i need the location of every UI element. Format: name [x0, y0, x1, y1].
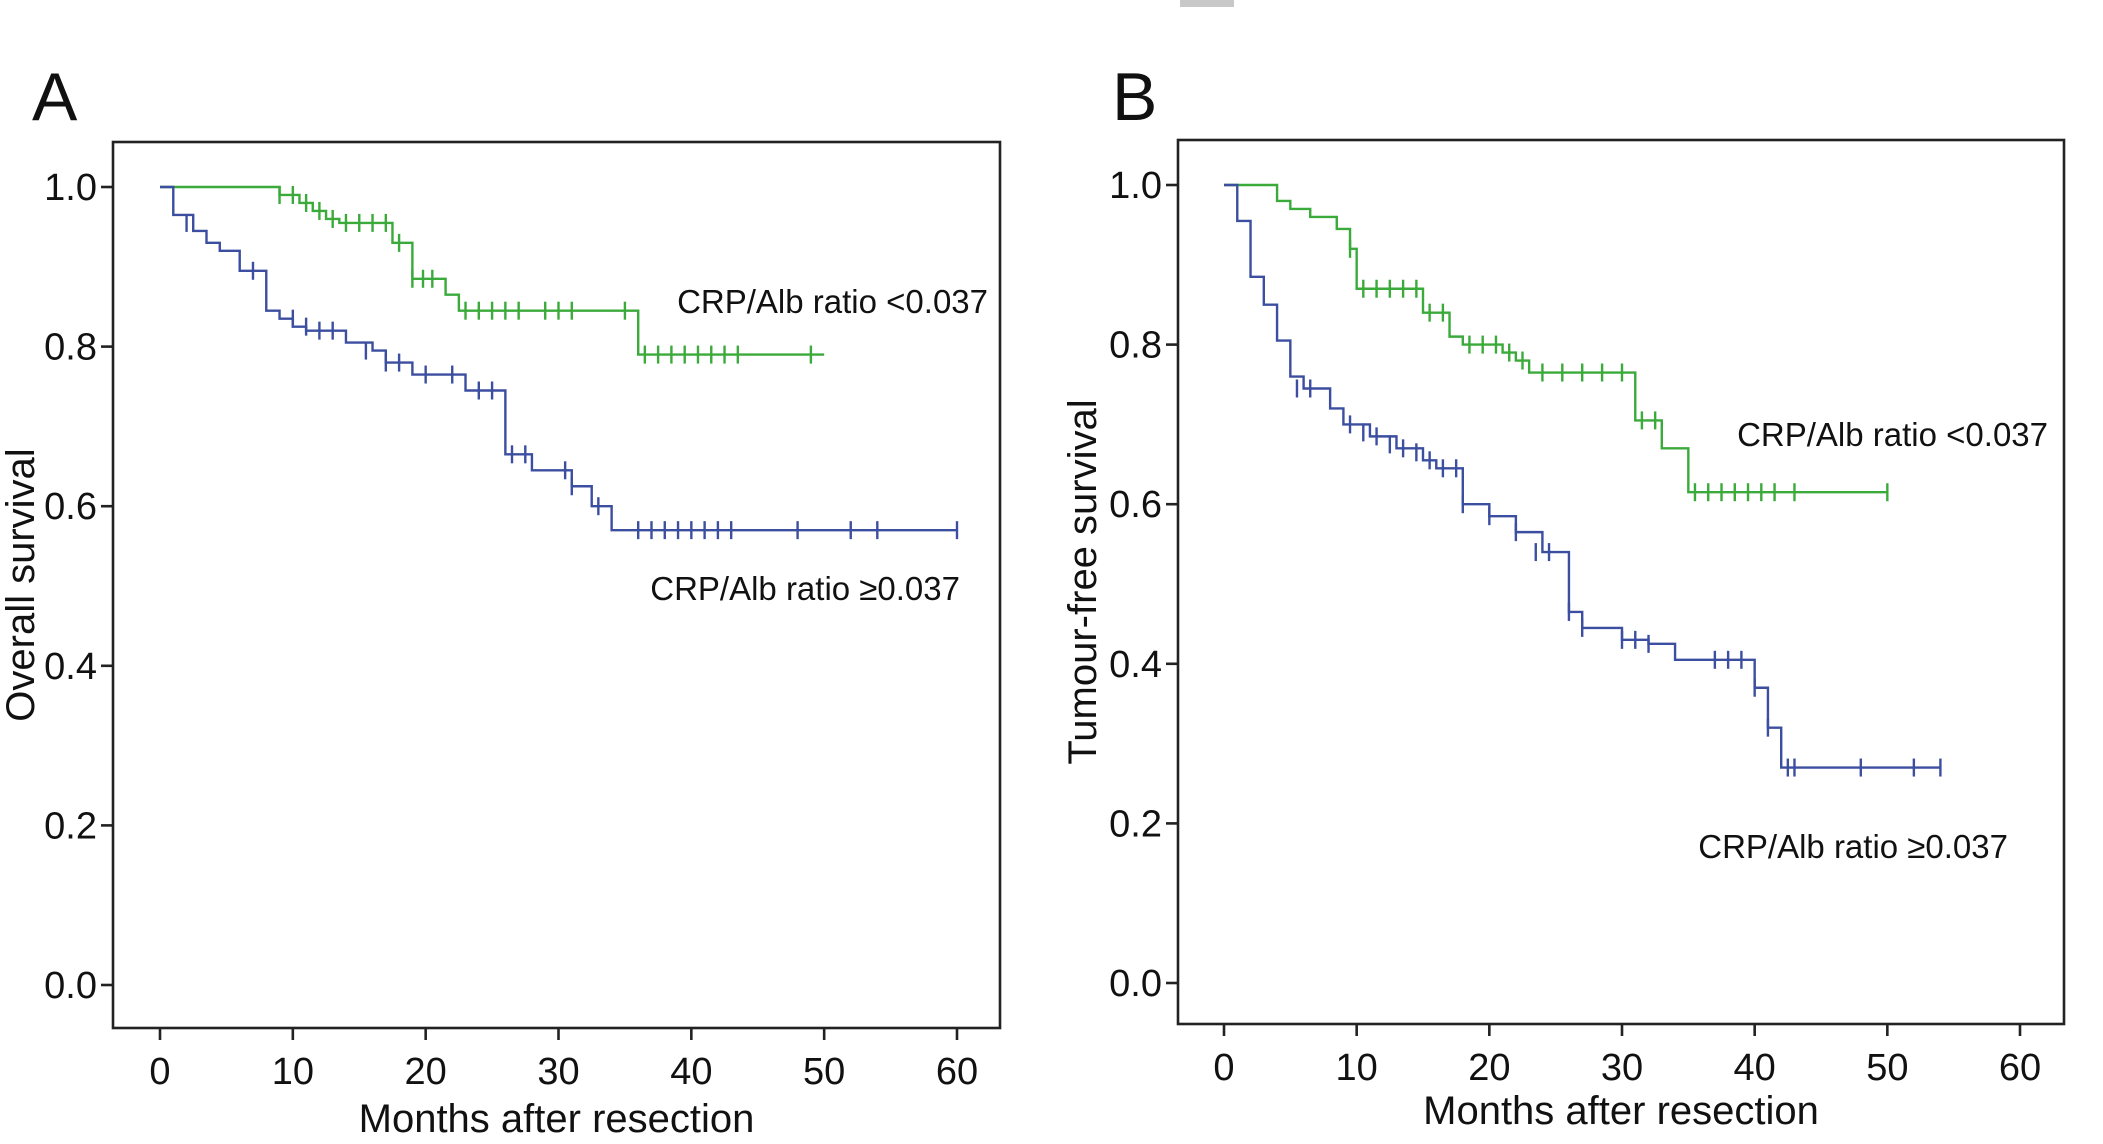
x-tick-label: 30: [1601, 1047, 1643, 1089]
panel-letter: A: [32, 59, 78, 135]
top-edge-mark: [1180, 0, 1234, 7]
survival-curve: [1224, 183, 1941, 769]
survival-curve: [1224, 183, 1888, 494]
x-tick-label: 30: [537, 1051, 579, 1093]
x-tick-label: 50: [803, 1051, 845, 1093]
y-tick-label: 0.0: [44, 965, 97, 1007]
series-label: CRP/Alb ratio ≥0.037: [650, 570, 960, 607]
x-tick-label: 20: [405, 1051, 447, 1093]
panel-letter: B: [1112, 59, 1157, 135]
y-tick-label: 0.0: [1109, 963, 1162, 1005]
series-label: CRP/Alb ratio ≥0.037: [1698, 828, 2008, 865]
panel-a: A 0 10 20 30 40 50 60 0.0 0.2 0.4 0.6 0.8 1.0 Months a…: [0, 59, 1002, 1141]
plot-frame: [111, 140, 1002, 1030]
x-axis-title: Months after resection: [359, 1097, 755, 1141]
series-high-ratio: CRP/Alb ratio ≥0.037: [1224, 183, 2008, 865]
y-axis-title: Overall survival: [0, 448, 43, 721]
x-tick-label: 50: [1866, 1047, 1908, 1089]
y-tick-label: 0.6: [1109, 484, 1162, 526]
panel-b: B 0 10 20 30 40 50 60 0.0 0.2 0.4 0.6 0.8 1.0 Months a…: [1061, 59, 2066, 1133]
series-low-ratio: CRP/Alb ratio <0.037: [1224, 183, 2048, 502]
x-tick-label: 60: [936, 1051, 978, 1093]
series-label: CRP/Alb ratio <0.037: [677, 283, 988, 320]
plot-frame: [1176, 138, 2066, 1026]
y-tick-label: 0.2: [44, 805, 97, 847]
survival-curve: [160, 185, 825, 356]
y-tick-label: 0.6: [44, 486, 97, 528]
y-tick-label: 0.8: [44, 327, 97, 369]
y-tick-label: 0.4: [1109, 644, 1162, 686]
x-tick-label: 0: [1213, 1047, 1234, 1089]
x-tick-label: 40: [670, 1051, 712, 1093]
y-axis-title: Tumour-free survival: [1061, 399, 1105, 764]
series-label: CRP/Alb ratio <0.037: [1737, 416, 2048, 453]
y-tick-label: 1.0: [1109, 165, 1162, 207]
x-tick-label: 60: [1999, 1047, 2041, 1089]
y-tick-label: 0.8: [1109, 325, 1162, 367]
series-low-ratio: CRP/Alb ratio <0.037: [160, 185, 988, 364]
x-tick-label: 10: [1336, 1047, 1378, 1089]
x-tick-label: 0: [149, 1051, 170, 1093]
y-tick-label: 0.4: [44, 646, 97, 688]
x-tick-label: 10: [272, 1051, 314, 1093]
y-tick-label: 1.0: [44, 167, 97, 209]
x-tick-label: 20: [1468, 1047, 1510, 1089]
y-tick-label: 0.2: [1109, 803, 1162, 845]
x-tick-label: 40: [1734, 1047, 1776, 1089]
survival-curve: [160, 185, 957, 532]
series-high-ratio: CRP/Alb ratio ≥0.037: [160, 185, 960, 607]
x-axis-title: Months after resection: [1423, 1089, 1819, 1133]
